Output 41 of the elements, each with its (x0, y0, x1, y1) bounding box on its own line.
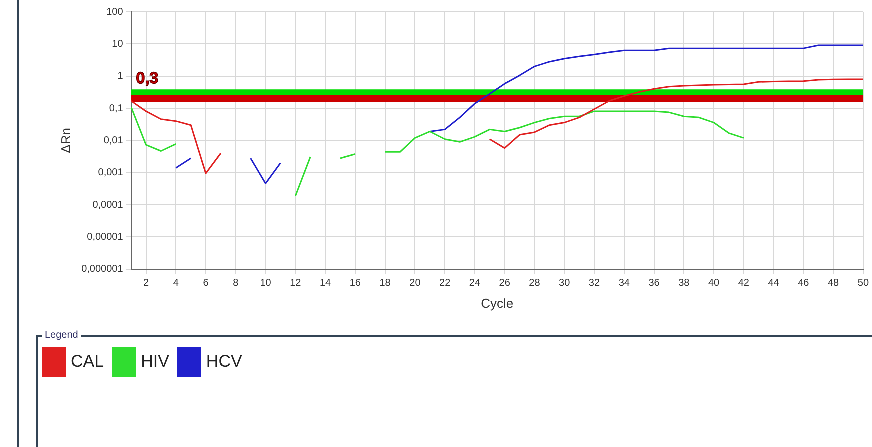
y-tick-label: 0,000001 (82, 264, 124, 276)
x-tick-label: 40 (708, 278, 720, 290)
x-tick-label: 32 (588, 278, 600, 290)
x-tick-label: 22 (440, 278, 452, 290)
y-tick-label: 1 (118, 71, 124, 82)
legend-title: Legend (44, 330, 80, 341)
x-tick-label: 14 (320, 278, 332, 290)
x-tick-label: 30 (559, 278, 571, 290)
legend-label: HCV (206, 352, 242, 372)
x-tick-label: 24 (469, 278, 481, 290)
x-tick-label: 46 (798, 278, 810, 290)
y-tick-label: 10 (112, 38, 124, 50)
y-tick-label: 0,01 (104, 135, 124, 146)
y-tick-label: 0,0001 (92, 200, 124, 211)
x-tick-label: 10 (260, 278, 272, 290)
x-tick-label: 12 (290, 278, 302, 290)
y-tick-label: 100 (106, 6, 124, 18)
x-tick-label: 42 (738, 278, 750, 290)
legend-label: CAL (71, 352, 104, 372)
x-tick-label: 48 (828, 278, 840, 290)
x-tick-label: 26 (499, 278, 511, 290)
x-tick-label: 28 (529, 278, 541, 290)
x-tick-label: 38 (678, 278, 690, 290)
x-tick-label: 44 (768, 278, 780, 290)
x-tick-label: 4 (173, 278, 180, 290)
x-axis-title: Cycle (481, 296, 514, 311)
x-tick-label: 8 (233, 278, 240, 290)
x-tick-label: 34 (618, 278, 630, 290)
x-tick-label: 18 (380, 278, 392, 290)
y-axis-title: ΔRn (58, 128, 74, 154)
x-tick-label: 20 (410, 278, 422, 290)
x-tick-label: 16 (350, 278, 362, 290)
x-tick-label: 50 (858, 278, 870, 290)
x-tick-label: 6 (203, 278, 210, 290)
legend-label: HIV (141, 352, 170, 372)
x-tick-label: 2 (143, 278, 150, 290)
x-tick-label: 36 (648, 278, 660, 290)
y-tick-label: 0,1 (109, 103, 124, 114)
annotation: 0,3 (136, 70, 159, 88)
y-tick-label: 0,00001 (87, 232, 124, 243)
y-tick-label: 0,001 (98, 168, 124, 179)
